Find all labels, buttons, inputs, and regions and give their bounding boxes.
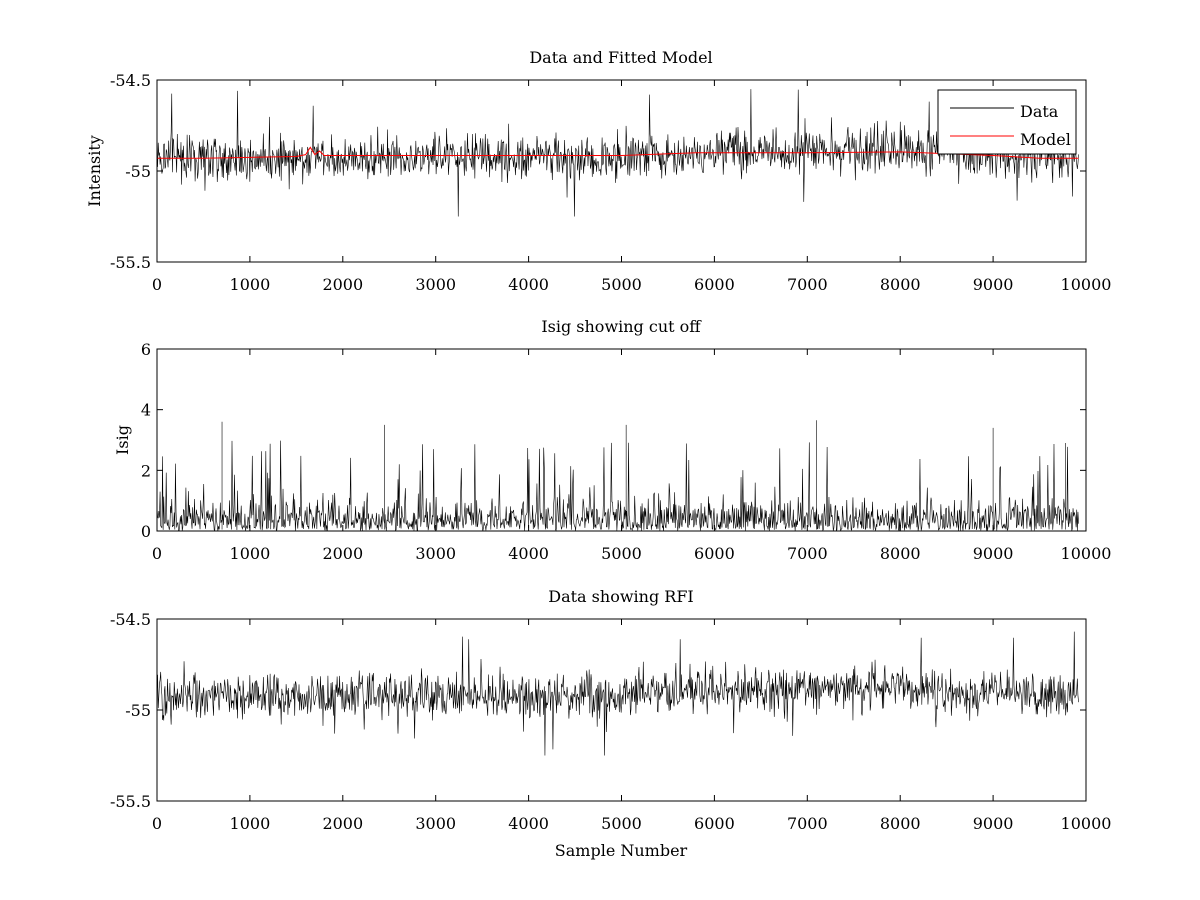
y-axis-label: Intensity (85, 135, 104, 207)
y-tick-label: -55 (125, 162, 151, 181)
x-tick-label: 9000 (973, 814, 1014, 833)
x-tick-label: 7000 (787, 544, 828, 563)
y-tick-label: -55 (125, 701, 151, 720)
x-tick-label: 2000 (322, 275, 363, 294)
y-tick-label: -54.5 (110, 71, 151, 90)
x-tick-label: 6000 (694, 814, 735, 833)
chart-panel-data-model: Data and Fitted Model Intensity 0 1000 200… (85, 48, 1111, 294)
x-tick-label: 2000 (322, 814, 363, 833)
series-model (157, 146, 1079, 159)
y-tick-label: 0 (141, 522, 151, 541)
y-axis-label: Isig (113, 425, 132, 455)
series-layer (156, 631, 1079, 756)
chart-title: Data and Fitted Model (529, 48, 712, 67)
x-tick-label: 3000 (415, 275, 456, 294)
legend: Data Model (937, 89, 1077, 155)
legend-label-data: Data (1020, 102, 1059, 121)
x-tick-label: 4000 (508, 814, 549, 833)
series-layer (156, 420, 1079, 532)
series-data (156, 89, 1079, 217)
legend-box (937, 89, 1077, 155)
x-tick-label: 5000 (601, 275, 642, 294)
x-tick-label: 2000 (322, 544, 363, 563)
x-tick-label: 1000 (230, 814, 271, 833)
x-tick-label: 8000 (880, 544, 921, 563)
x-tick-label: 3000 (415, 544, 456, 563)
x-tick-label: 9000 (973, 275, 1014, 294)
series-line-0 (156, 420, 1079, 532)
x-tick-label: 6000 (694, 275, 735, 294)
y-tick-label: -54.5 (110, 610, 151, 629)
y-tick-label: 2 (141, 461, 151, 480)
tick-layer: 0 1000 2000 3000 4000 5000 6000 7000 8000 9000 100… (110, 610, 1111, 833)
chart-panel-rfi: Data showing RFI 0 1000 2000 3000 4000 5000 60… (110, 587, 1111, 860)
y-tick-label: -55.5 (110, 792, 151, 811)
x-tick-label: 10000 (1061, 814, 1112, 833)
x-tick-label: 8000 (880, 814, 921, 833)
x-tick-label: 3000 (415, 814, 456, 833)
series-layer (156, 89, 1079, 217)
x-tick-label: 5000 (601, 544, 642, 563)
x-tick-label: 0 (152, 544, 162, 563)
x-tick-label: 8000 (880, 275, 921, 294)
x-tick-label: 1000 (230, 275, 271, 294)
x-tick-label: 4000 (508, 275, 549, 294)
x-tick-label: 9000 (973, 544, 1014, 563)
x-tick-label: 5000 (601, 814, 642, 833)
legend-label-model: Model (1020, 130, 1071, 149)
x-tick-label: 10000 (1061, 544, 1112, 563)
y-tick-label: 4 (141, 401, 151, 420)
y-tick-label: -55.5 (110, 253, 151, 272)
x-tick-label: 7000 (787, 275, 828, 294)
chart-title: Data showing RFI (548, 587, 693, 606)
tick-layer: 0 1000 2000 3000 4000 5000 6000 7000 8000 9000 100… (141, 340, 1112, 563)
chart-title: Isig showing cut off (541, 317, 702, 336)
x-tick-label: 4000 (508, 544, 549, 563)
x-tick-label: 7000 (787, 814, 828, 833)
x-tick-label: 0 (152, 814, 162, 833)
x-axis-label: Sample Number (555, 841, 688, 860)
x-tick-label: 1000 (230, 544, 271, 563)
x-tick-label: 0 (152, 275, 162, 294)
x-tick-label: 6000 (694, 544, 735, 563)
axes-frame (156, 348, 1087, 532)
x-tick-label: 10000 (1061, 275, 1112, 294)
tick-layer: 0 1000 2000 3000 4000 5000 6000 7000 8000 9000 100… (110, 71, 1111, 294)
chart-panel-isig: Isig showing cut off Isig 0 1000 2000 3000 4… (113, 317, 1111, 563)
series-line-0 (156, 631, 1079, 756)
y-tick-label: 6 (141, 340, 151, 359)
